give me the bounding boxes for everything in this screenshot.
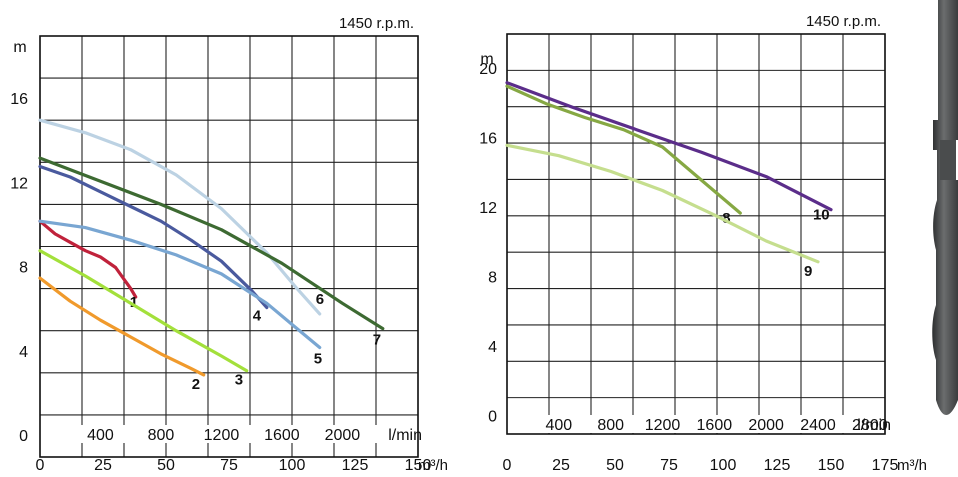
plot-frame [39, 35, 419, 458]
x-tick-label-lmin: 800 [597, 417, 624, 434]
series-label-1: 1 [130, 294, 138, 311]
series-label-10: 10 [813, 207, 830, 224]
y-tick-label: 16 [10, 91, 28, 108]
series-line-9 [505, 143, 820, 264]
x-tick-label-m3h: 0 [36, 457, 45, 474]
series-line-4 [38, 164, 269, 310]
x-tick-label-lmin: 2000 [325, 427, 361, 444]
series-line-7 [38, 156, 385, 331]
x-tick-label-lmin: 2800 [852, 417, 888, 434]
x-tick-label-m3h: 150 [818, 457, 845, 474]
speed-label: 1450 r.p.m. [339, 15, 414, 32]
y-tick-label: 0 [488, 409, 497, 426]
series-label-6: 6 [316, 291, 324, 308]
x-unit-m3h: m³/h [418, 457, 448, 474]
plot-frame [506, 33, 886, 435]
x-unit-m3h: m³/h [897, 457, 927, 474]
series-line-5 [38, 219, 322, 350]
x-tick-label-m3h: 100 [279, 457, 306, 474]
lmin-label-band [508, 415, 884, 433]
x-tick-label-m3h: 50 [606, 457, 624, 474]
x-tick-label-lmin: 1600 [697, 417, 733, 434]
x-tick-label-lmin: 800 [148, 427, 175, 444]
series-line-2 [38, 276, 206, 377]
x-tick-label-m3h: 100 [710, 457, 737, 474]
series-label-9: 9 [804, 263, 812, 280]
series-label-8: 8 [722, 210, 730, 227]
x-tick-label-m3h: 175 [872, 457, 899, 474]
pump-chart-right: 1450 r.p.m. 0 4 8 12 16 20m 400 800 1200 1600 2000 2… [479, 13, 927, 474]
y-tick-label: 8 [19, 260, 28, 277]
y-unit-label: m [480, 51, 493, 68]
x-tick-label-m3h: 0 [503, 457, 512, 474]
x-tick-label-m3h: 125 [342, 457, 369, 474]
x-tick-label-m3h: 75 [220, 457, 238, 474]
series-label-4: 4 [253, 308, 262, 325]
y-tick-label: 20 [479, 61, 497, 78]
x-tick-label-lmin: 2400 [800, 417, 836, 434]
y-tick-label: 0 [19, 428, 28, 445]
series-label-5: 5 [314, 351, 322, 368]
x-tick-label-m3h: 150 [405, 457, 432, 474]
pump-photo [932, 0, 958, 415]
y-tick-label: 12 [479, 200, 497, 217]
x-tick-label-lmin: 1200 [204, 427, 240, 444]
x-tick-label-m3h: 50 [157, 457, 175, 474]
series-label-3: 3 [235, 372, 243, 389]
grid [506, 33, 886, 435]
series-label-2: 2 [192, 376, 200, 393]
x-tick-label-lmin: 1200 [645, 417, 681, 434]
x-tick-label-lmin: 1600 [264, 427, 300, 444]
x-tick-label-m3h: 75 [660, 457, 678, 474]
series-line-1 [38, 219, 138, 299]
x-tick-label-lmin: 400 [545, 417, 572, 434]
x-tick-label-lmin: 400 [87, 427, 114, 444]
x-unit-lmin: l/min [388, 427, 422, 444]
x-tick-label-m3h: 25 [552, 457, 570, 474]
y-tick-label: 4 [488, 339, 497, 356]
speed-label: 1450 r.p.m. [806, 13, 881, 30]
lmin-label-band [41, 425, 417, 443]
x-unit-lmin: l/min [857, 417, 891, 434]
x-tick-label-m3h: 25 [94, 457, 112, 474]
y-tick-label: 8 [488, 269, 497, 286]
y-unit-label: m [13, 39, 26, 56]
grid [39, 35, 419, 458]
series-line-3 [38, 249, 249, 373]
x-tick-label-lmin: 2000 [748, 417, 784, 434]
series-label-7: 7 [373, 332, 381, 349]
y-tick-label: 12 [10, 175, 28, 192]
series-line-6 [38, 118, 322, 316]
x-tick-label-m3h: 125 [764, 457, 791, 474]
series-line-10 [505, 81, 833, 212]
series-line-8 [505, 84, 742, 215]
y-tick-label: 4 [19, 344, 28, 361]
y-tick-label: 16 [479, 130, 497, 147]
